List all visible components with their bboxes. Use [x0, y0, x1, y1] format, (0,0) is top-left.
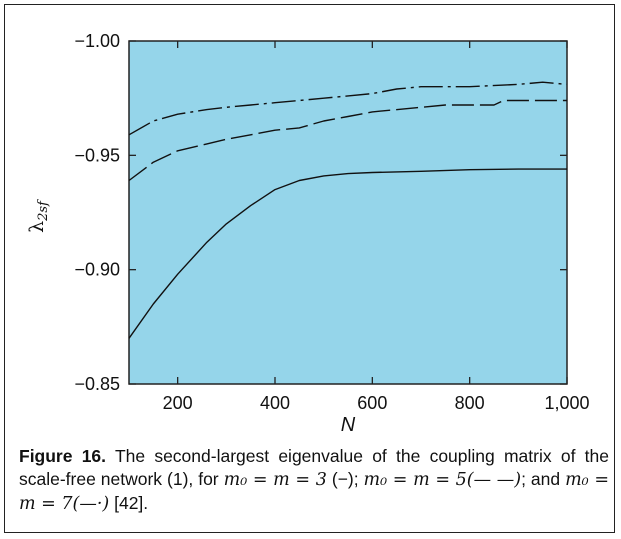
caption-text-1: The second-largest eigenvalue of the cou…	[19, 446, 609, 489]
x-tick-label: 800	[455, 393, 485, 413]
caption-math-1: m₀ = m = 3	[223, 470, 327, 490]
series-line-dashdot	[128, 81, 568, 136]
caption-math-3: m₀ = m = 7(—·)	[19, 470, 609, 514]
y-tick-label: −0.95	[74, 145, 120, 165]
y-tick-label: −1.00	[74, 31, 120, 51]
series-line-solid	[128, 168, 567, 339]
caption-math-2: m₀ = m = 5(— —)	[363, 470, 522, 490]
caption-text-2: ; and	[521, 469, 566, 489]
caption-text-3: [42].	[109, 493, 149, 513]
x-tick-label: 400	[260, 393, 290, 413]
figure-frame: 200 400 600 800 1,000 −1.00 −0.95 −0.90 −0.85 N …	[4, 4, 615, 533]
figure-caption: Figure 16. The second-largest eigenvalue…	[19, 445, 609, 516]
eigenvalue-chart: 200 400 600 800 1,000−1.00−0.95−0.90−0.85 N …	[26, 31, 590, 436]
plot-background	[128, 40, 568, 385]
series-layer	[128, 81, 568, 339]
x-tick-label: 1,000	[544, 393, 589, 413]
axis-ticks: 200 400 600 800 1,000 −1.00 −0.95 −0.90 −0.85	[74, 31, 589, 413]
y-tick-label: −0.85	[74, 374, 120, 394]
caption-label: Figure 16.	[19, 446, 107, 466]
caption-symbol-1: (−);	[326, 469, 364, 489]
x-axis-label: N	[341, 414, 356, 436]
x-tick-label: 200	[163, 393, 193, 413]
y-tick-label: −0.90	[74, 260, 120, 280]
y-axis-label: λ2sf	[26, 199, 51, 233]
series-line-dashed	[128, 99, 567, 182]
x-tick-label: 600	[357, 393, 387, 413]
